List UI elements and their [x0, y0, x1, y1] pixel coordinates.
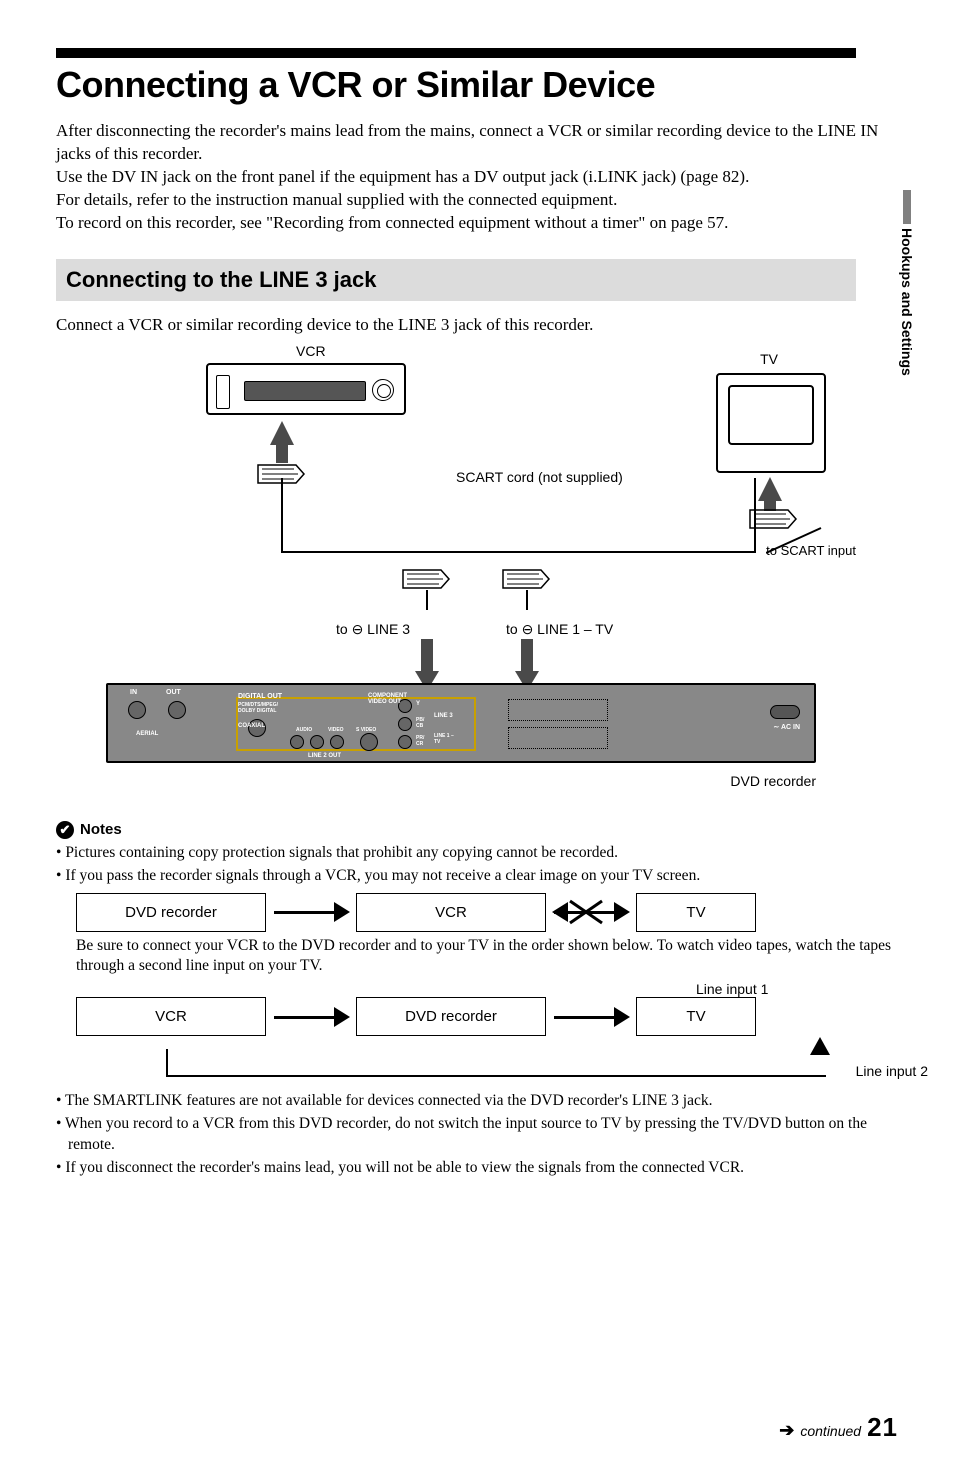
signal-flow-correct: VCR DVD recorder TV Line input 2 — [76, 997, 898, 1087]
scart-plug-icon — [401, 568, 451, 590]
side-tab-bar — [903, 190, 911, 224]
rec-line1-label: LINE 1 – TV — [434, 733, 454, 745]
rec-pb-label: PB/ CB — [416, 717, 424, 729]
arrow-up-icon — [270, 421, 294, 445]
rec-audio-label: AUDIO — [296, 727, 312, 733]
intro-line: To record on this recorder, see "Recordi… — [56, 212, 898, 235]
intro-line: Use the DV IN jack on the front panel if… — [56, 166, 898, 189]
arrow-right-icon — [546, 1002, 636, 1032]
notes-label: Notes — [80, 821, 122, 838]
arrow-stem — [276, 443, 288, 463]
note-item: If you pass the recorder signals through… — [56, 866, 898, 887]
to-line1-label: to ⊖ LINE 1 – TV — [506, 621, 613, 638]
flow-box: DVD recorder — [356, 997, 546, 1036]
intro-line: After disconnecting the recorder's mains… — [56, 120, 898, 166]
side-tab: Hookups and Settings — [896, 190, 918, 376]
arrow-right-icon — [266, 1002, 356, 1032]
vcr-icon — [206, 363, 406, 415]
rec-svideo-label: S VIDEO — [356, 727, 376, 733]
section-heading: Connecting to the LINE 3 jack — [56, 259, 856, 301]
scart-cable — [281, 478, 756, 553]
flow-box: DVD recorder — [76, 893, 266, 932]
jack-icon — [128, 701, 146, 719]
jack-icon — [290, 735, 304, 749]
jack-icon — [310, 735, 324, 749]
section-lead: Connect a VCR or similar recording devic… — [56, 315, 898, 335]
tv-icon — [716, 373, 826, 473]
rec-line3-label: LINE 3 — [434, 713, 453, 719]
rec-digital-label: DIGITAL OUT — [238, 693, 282, 700]
arrow-stem — [521, 639, 533, 673]
scart-plug-icon — [501, 568, 551, 590]
flow-box: VCR — [356, 893, 546, 932]
arrow-blocked-icon — [546, 897, 636, 927]
scart-cord-label: SCART cord (not supplied) — [456, 469, 623, 485]
notes-list: Pictures containing copy protection sign… — [56, 843, 898, 887]
signal-flow-wrong: DVD recorder VCR TV — [76, 893, 898, 932]
line-input-2-label: Line input 2 — [856, 1063, 928, 1079]
jack-icon — [360, 733, 378, 751]
to-line3-label: to ⊖ LINE 3 — [336, 621, 410, 638]
line-input-1-label: Line input 1 — [696, 981, 898, 997]
page-title: Connecting a VCR or Similar Device — [56, 64, 898, 106]
rec-coaxial-label: COAXIAL — [238, 723, 265, 729]
cable-stub — [526, 590, 528, 610]
sub-note: Be sure to connect your VCR to the DVD r… — [76, 936, 898, 978]
intro-block: After disconnecting the recorder's mains… — [56, 120, 898, 235]
note-item: The SMARTLINK features are not available… — [56, 1091, 898, 1112]
arrow-up-icon — [810, 1037, 830, 1055]
rec-in-label: IN — [130, 689, 137, 696]
rec-pr-label: PR/ CR — [416, 735, 424, 747]
flow-box: TV — [636, 893, 756, 932]
notes-icon: ✔ — [56, 821, 74, 839]
vcr-label: VCR — [296, 343, 326, 359]
recorder-dotted-box — [508, 727, 608, 749]
rec-y-label: Y — [416, 701, 420, 707]
jack-icon — [398, 717, 412, 731]
title-rule — [56, 48, 856, 58]
rec-video-label: VIDEO — [328, 727, 344, 733]
continued-label: continued — [800, 1423, 861, 1439]
ac-socket-icon — [770, 705, 800, 719]
rec-line2-label: LINE 2 OUT — [308, 753, 341, 759]
continued-arrow-icon: ➔ — [779, 1420, 794, 1441]
arrow-up-icon — [758, 477, 782, 501]
jack-icon — [398, 735, 412, 749]
notes-heading: ✔ Notes — [56, 821, 898, 839]
section-title: Connecting to the LINE 3 jack — [66, 267, 846, 293]
flow-box: TV — [636, 997, 756, 1036]
note-item: Pictures containing copy protection sign… — [56, 843, 898, 864]
rec-aerial-label: AERIAL — [136, 731, 158, 737]
side-tab-label: Hookups and Settings — [899, 228, 915, 376]
recorder-dotted-box — [508, 699, 608, 721]
page-number: 21 — [867, 1412, 898, 1443]
jack-icon — [330, 735, 344, 749]
line-input-2-cable — [166, 1049, 826, 1077]
rec-out-label: OUT — [166, 689, 181, 696]
arrow-right-icon — [266, 897, 356, 927]
intro-line: For details, refer to the instruction ma… — [56, 189, 898, 212]
rec-pcm-label: PCM/DTS/MPEG/ DOLBY DIGITAL — [238, 702, 278, 714]
dvd-recorder-icon: IN OUT AERIAL DIGITAL OUT PCM/DTS/MPEG/ … — [106, 683, 816, 763]
jack-icon — [168, 701, 186, 719]
note-item: When you record to a VCR from this DVD r… — [56, 1114, 898, 1156]
tv-label: TV — [760, 351, 778, 367]
flow-box: VCR — [76, 997, 266, 1036]
note-item: If you disconnect the recorder's mains l… — [56, 1158, 898, 1179]
cable-stub — [426, 590, 428, 610]
rec-component-label: COMPONENT VIDEO OUT — [368, 693, 407, 705]
notes-list-2: The SMARTLINK features are not available… — [56, 1091, 898, 1179]
rec-acin-label: ∼ AC IN — [773, 723, 800, 731]
page-footer: ➔ continued 21 — [779, 1412, 898, 1443]
connection-diagram: VCR TV SCART cord (not supplied) to SCAR… — [56, 343, 856, 803]
scart-diag-line — [766, 523, 826, 563]
dvd-recorder-label: DVD recorder — [730, 773, 816, 789]
arrow-stem — [421, 639, 433, 673]
